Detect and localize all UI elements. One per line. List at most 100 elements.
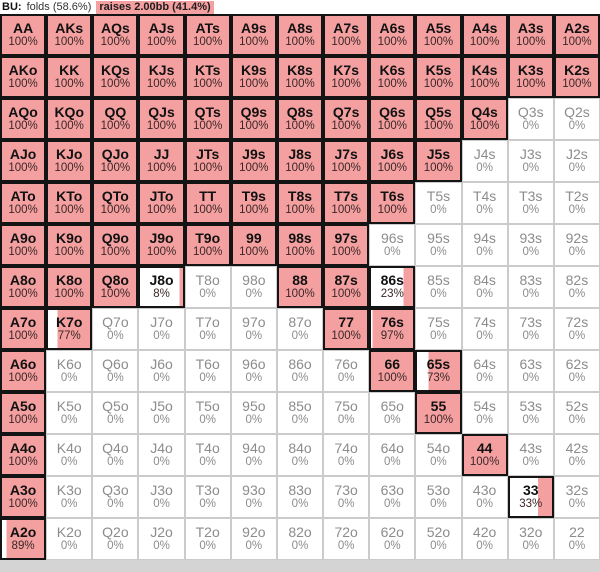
- hand-cell-Q5o[interactable]: Q5o 0%: [92, 392, 139, 434]
- hand-cell-Q9o[interactable]: Q9o 100%: [92, 224, 139, 266]
- hand-cell-Q4o[interactable]: Q4o 0%: [92, 434, 139, 476]
- hand-cell-83s[interactable]: 83s 0%: [507, 266, 554, 308]
- hand-cell-T5o[interactable]: T5o 0%: [184, 392, 231, 434]
- hand-cell-Q7o[interactable]: Q7o 0%: [92, 308, 139, 350]
- hand-cell-A8s[interactable]: A8s 100%: [276, 14, 324, 56]
- hand-cell-72o[interactable]: 72o 0%: [323, 518, 370, 560]
- hand-cell-J3s[interactable]: J3s 0%: [507, 140, 554, 182]
- hand-cell-62o[interactable]: 62o 0%: [369, 518, 416, 560]
- hand-cell-75o[interactable]: 75o 0%: [323, 392, 370, 434]
- hand-cell-J6o[interactable]: J6o 0%: [138, 350, 185, 392]
- hand-cell-94s[interactable]: 94s 0%: [461, 224, 508, 266]
- hand-cell-98s[interactable]: 98s 100%: [276, 224, 324, 266]
- hand-cell-88[interactable]: 88 100%: [276, 266, 324, 308]
- hand-cell-Q5s[interactable]: Q5s 100%: [415, 98, 462, 140]
- hand-cell-A5s[interactable]: A5s 100%: [415, 14, 462, 56]
- hand-cell-65s[interactable]: 65s 73%: [415, 350, 462, 392]
- hand-cell-K6o[interactable]: K6o 0%: [46, 350, 93, 392]
- hand-cell-42o[interactable]: 42o 0%: [461, 518, 508, 560]
- hand-cell-T9o[interactable]: T9o 100%: [184, 224, 231, 266]
- hand-cell-J5s[interactable]: J5s 100%: [415, 140, 462, 182]
- hand-cell-JJ[interactable]: JJ 100%: [138, 140, 185, 182]
- hand-cell-T3s[interactable]: T3s 0%: [507, 182, 554, 224]
- hand-cell-T8o[interactable]: T8o 0%: [184, 266, 231, 308]
- hand-cell-Q8s[interactable]: Q8s 100%: [276, 98, 324, 140]
- hand-cell-Q6o[interactable]: Q6o 0%: [92, 350, 139, 392]
- hand-cell-K9o[interactable]: K9o 100%: [46, 224, 93, 266]
- hand-cell-J4s[interactable]: J4s 0%: [461, 140, 508, 182]
- hand-cell-52s[interactable]: 52s 0%: [553, 392, 600, 434]
- hand-cell-54o[interactable]: 54o 0%: [415, 434, 462, 476]
- hand-cell-A8o[interactable]: A8o 100%: [0, 266, 47, 308]
- hand-cell-95s[interactable]: 95s 0%: [415, 224, 462, 266]
- hand-cell-82s[interactable]: 82s 0%: [553, 266, 600, 308]
- hand-cell-AQo[interactable]: AQo 100%: [0, 98, 47, 140]
- hand-cell-55[interactable]: 55 100%: [415, 392, 462, 434]
- hand-cell-T4o[interactable]: T4o 0%: [184, 434, 231, 476]
- hand-cell-Q9s[interactable]: Q9s 100%: [230, 98, 277, 140]
- hand-cell-72s[interactable]: 72s 0%: [553, 308, 600, 350]
- hand-cell-A7s[interactable]: A7s 100%: [323, 14, 370, 56]
- hand-cell-JTo[interactable]: JTo 100%: [138, 182, 185, 224]
- hand-cell-A2s[interactable]: A2s 100%: [553, 14, 600, 56]
- hand-cell-65o[interactable]: 65o 0%: [369, 392, 416, 434]
- hand-cell-QJs[interactable]: QJs 100%: [138, 98, 185, 140]
- hand-cell-KJs[interactable]: KJs 100%: [138, 56, 185, 98]
- hand-cell-73s[interactable]: 73s 0%: [507, 308, 554, 350]
- hand-cell-86s[interactable]: 86s 23%: [369, 266, 416, 308]
- hand-cell-97s[interactable]: 97s 100%: [323, 224, 370, 266]
- hand-cell-J3o[interactable]: J3o 0%: [138, 476, 185, 518]
- hand-cell-63s[interactable]: 63s 0%: [507, 350, 554, 392]
- hand-cell-T9s[interactable]: T9s 100%: [230, 182, 277, 224]
- hand-cell-T6s[interactable]: T6s 100%: [369, 182, 416, 224]
- raise-action-label[interactable]: raises 2.00bb (41.4%): [96, 0, 214, 14]
- hand-cell-83o[interactable]: 83o 0%: [276, 476, 324, 518]
- hand-cell-74o[interactable]: 74o 0%: [323, 434, 370, 476]
- hand-cell-K8s[interactable]: K8s 100%: [276, 56, 324, 98]
- hand-cell-T6o[interactable]: T6o 0%: [184, 350, 231, 392]
- hand-cell-75s[interactable]: 75s 0%: [415, 308, 462, 350]
- hand-cell-74s[interactable]: 74s 0%: [461, 308, 508, 350]
- hand-cell-J5o[interactable]: J5o 0%: [138, 392, 185, 434]
- hand-cell-53s[interactable]: 53s 0%: [507, 392, 554, 434]
- hand-cell-J7o[interactable]: J7o 0%: [138, 308, 185, 350]
- hand-cell-K3o[interactable]: K3o 0%: [46, 476, 93, 518]
- hand-cell-AJo[interactable]: AJo 100%: [0, 140, 47, 182]
- hand-cell-K4s[interactable]: K4s 100%: [461, 56, 508, 98]
- hand-cell-86o[interactable]: 86o 0%: [276, 350, 324, 392]
- hand-cell-A4s[interactable]: A4s 100%: [461, 14, 508, 56]
- hand-cell-22[interactable]: 22 0%: [553, 518, 600, 560]
- hand-cell-A3o[interactable]: A3o 100%: [0, 476, 47, 518]
- hand-cell-KTo[interactable]: KTo 100%: [46, 182, 93, 224]
- hand-cell-94o[interactable]: 94o 0%: [230, 434, 277, 476]
- hand-cell-92o[interactable]: 92o 0%: [230, 518, 277, 560]
- hand-cell-AA[interactable]: AA 100%: [0, 14, 47, 56]
- hand-cell-A2o[interactable]: A2o 89%: [0, 518, 47, 560]
- hand-cell-97o[interactable]: 97o 0%: [230, 308, 277, 350]
- hand-cell-JTs[interactable]: JTs 100%: [184, 140, 231, 182]
- hand-cell-77[interactable]: 77 100%: [323, 308, 370, 350]
- hand-cell-A4o[interactable]: A4o 100%: [0, 434, 47, 476]
- hand-cell-J4o[interactable]: J4o 0%: [138, 434, 185, 476]
- hand-cell-QTs[interactable]: QTs 100%: [184, 98, 231, 140]
- hand-cell-K2s[interactable]: K2s 100%: [553, 56, 600, 98]
- hand-cell-J2o[interactable]: J2o 0%: [138, 518, 185, 560]
- hand-cell-KJo[interactable]: KJo 100%: [46, 140, 93, 182]
- hand-cell-66[interactable]: 66 100%: [369, 350, 416, 392]
- hand-cell-KTs[interactable]: KTs 100%: [184, 56, 231, 98]
- hand-cell-76o[interactable]: 76o 0%: [323, 350, 370, 392]
- hand-cell-J9o[interactable]: J9o 100%: [138, 224, 185, 266]
- hand-cell-93s[interactable]: 93s 0%: [507, 224, 554, 266]
- hand-cell-K3s[interactable]: K3s 100%: [507, 56, 554, 98]
- hand-cell-ATs[interactable]: ATs 100%: [184, 14, 231, 56]
- hand-cell-ATo[interactable]: ATo 100%: [0, 182, 47, 224]
- hand-cell-42s[interactable]: 42s 0%: [553, 434, 600, 476]
- hand-cell-T8s[interactable]: T8s 100%: [276, 182, 324, 224]
- hand-cell-44[interactable]: 44 100%: [461, 434, 508, 476]
- hand-cell-Q3s[interactable]: Q3s 0%: [507, 98, 554, 140]
- hand-cell-TT[interactable]: TT 100%: [184, 182, 231, 224]
- hand-cell-J8s[interactable]: J8s 100%: [276, 140, 324, 182]
- hand-cell-K4o[interactable]: K4o 0%: [46, 434, 93, 476]
- hand-cell-95o[interactable]: 95o 0%: [230, 392, 277, 434]
- hand-cell-Q2s[interactable]: Q2s 0%: [553, 98, 600, 140]
